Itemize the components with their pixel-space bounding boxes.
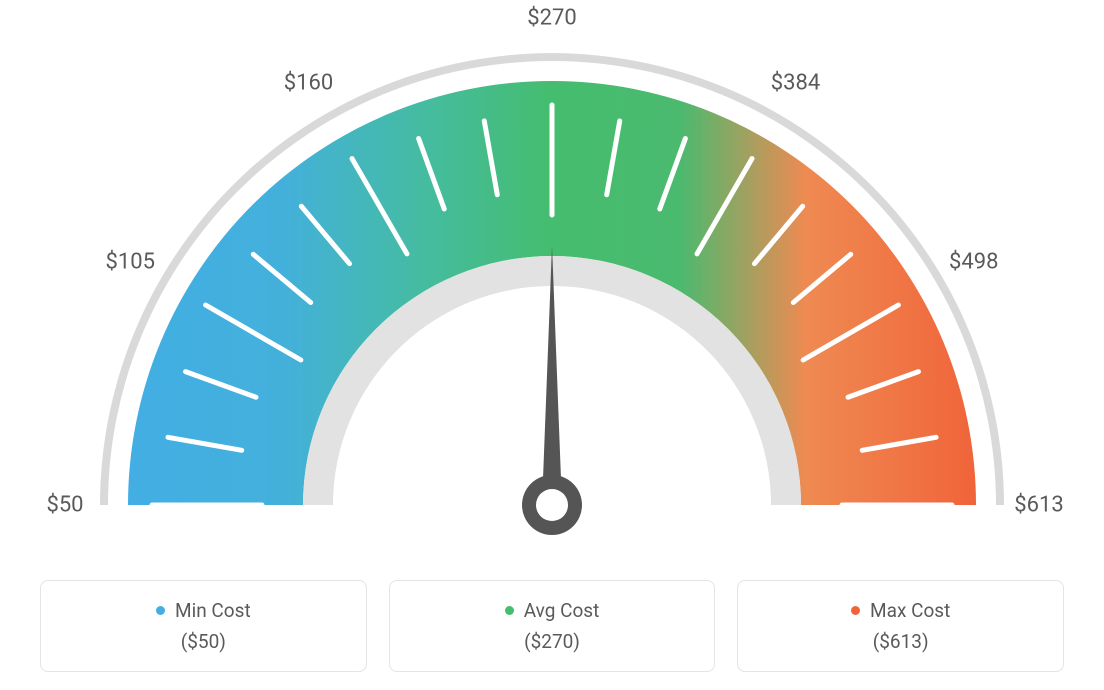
legend-row: Min Cost ($50) Avg Cost ($270) Max Cost … [40,580,1064,672]
cost-gauge: $50 $105 $160 $270 $384 $498 $613 [0,0,1104,560]
legend-value-avg: ($270) [524,630,580,653]
gauge-tick-label: $50 [46,493,83,518]
legend-value-min: ($50) [181,630,226,653]
legend-label-max: Max Cost [870,599,950,622]
legend-dot-min [156,606,165,615]
legend-title-avg: Avg Cost [505,599,600,622]
gauge-tick-label: $498 [949,249,998,274]
legend-label-min: Min Cost [175,599,251,622]
gauge-tick-label: $270 [527,6,576,31]
legend-label-avg: Avg Cost [524,599,600,622]
gauge-tick-label: $105 [106,249,155,274]
gauge-tick-label: $613 [1014,493,1063,518]
legend-card-avg: Avg Cost ($270) [389,580,716,672]
legend-card-min: Min Cost ($50) [40,580,367,672]
gauge-svg [0,0,1104,560]
gauge-tick-label: $160 [284,71,333,96]
legend-dot-max [851,606,860,615]
legend-title-min: Min Cost [156,599,251,622]
gauge-tick-label: $384 [771,71,820,96]
legend-title-max: Max Cost [851,599,950,622]
legend-value-max: ($613) [873,630,929,653]
legend-dot-avg [505,606,514,615]
legend-card-max: Max Cost ($613) [737,580,1064,672]
